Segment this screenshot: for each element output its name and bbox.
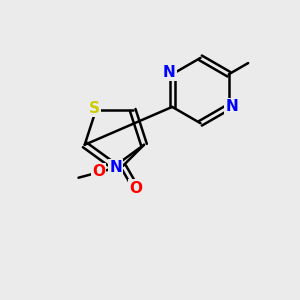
Text: O: O	[129, 181, 142, 196]
Text: O: O	[92, 164, 105, 179]
Text: N: N	[110, 160, 122, 175]
Text: N: N	[225, 99, 238, 114]
Text: N: N	[163, 65, 175, 80]
Text: S: S	[89, 101, 100, 116]
